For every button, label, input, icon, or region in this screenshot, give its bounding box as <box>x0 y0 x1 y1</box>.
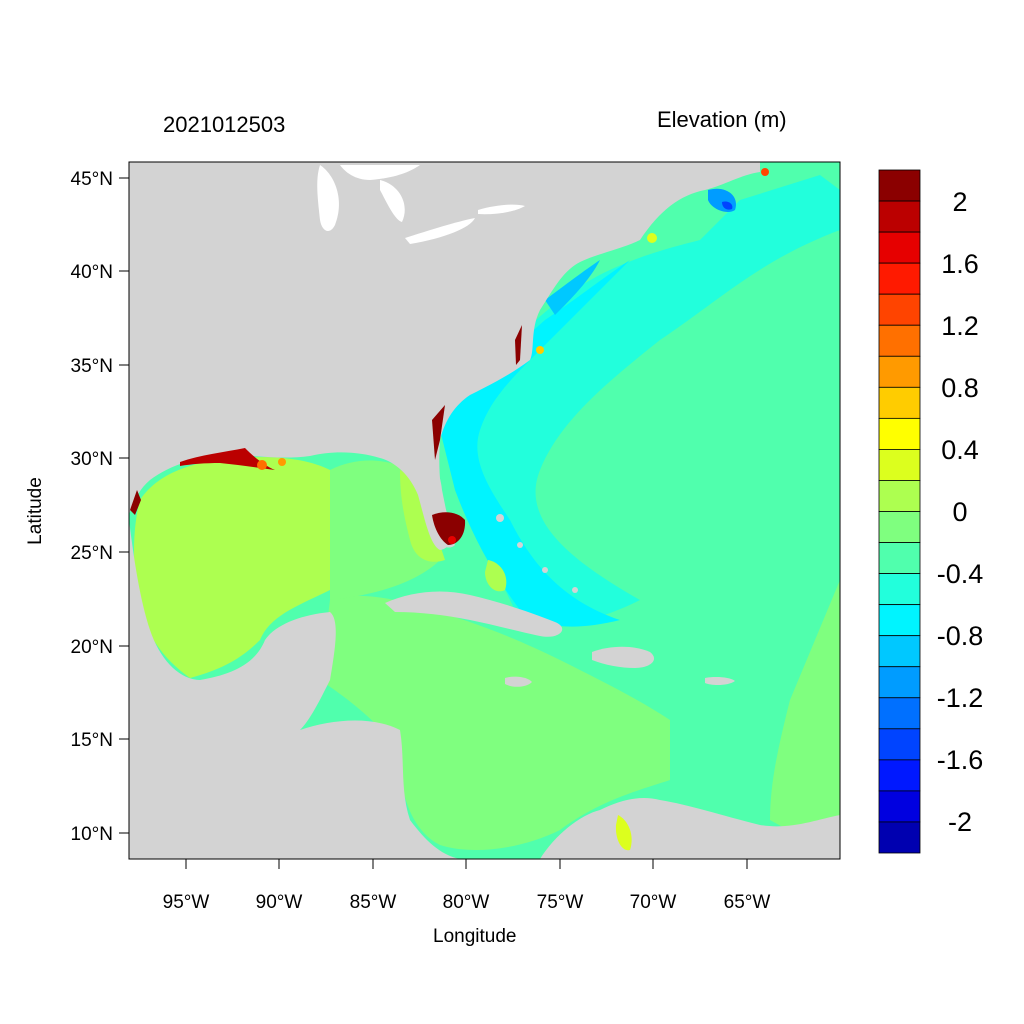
colorbar-box <box>878 449 921 481</box>
south-florida-coast <box>448 536 456 544</box>
x-axis-title: Longitude <box>433 926 517 947</box>
lon-axis <box>185 859 748 869</box>
colorbar-box <box>878 666 921 699</box>
gulf-of-mexico-western <box>134 457 330 678</box>
carolina-coast-high <box>515 325 522 365</box>
bahamas-bank <box>485 560 507 592</box>
colorbar-box <box>878 355 921 388</box>
cape-cod-high <box>647 233 657 243</box>
eastern-caribbean <box>770 580 840 859</box>
lat-tick-label: 20°N <box>71 637 113 658</box>
colorbar-label: 1.2 <box>941 311 979 341</box>
bay-of-fundy-low <box>722 201 733 210</box>
lon-tick-label: 85°W <box>350 892 397 913</box>
colorbar-box <box>878 573 921 606</box>
atlantic-midband <box>445 175 840 624</box>
colorbar-box <box>878 386 921 419</box>
cuba <box>385 591 563 637</box>
lake-michigan <box>317 165 340 232</box>
colorbar-box <box>878 293 921 326</box>
bahamas-island <box>542 567 548 573</box>
colorbar-label: 0.4 <box>941 435 979 465</box>
south-america-land <box>540 798 840 859</box>
bahamas-island <box>496 514 504 522</box>
colorbar <box>878 169 921 854</box>
colorbar-box <box>878 417 921 450</box>
colorbar-label: 0.8 <box>941 373 979 403</box>
colorbar-labels: 2 1.6 1.2 0.8 0.4 0 -0.4 -0.8 -1.2 -1.6 … <box>937 187 984 837</box>
lat-tick-label: 30°N <box>71 449 113 470</box>
lat-tick-label: 45°N <box>71 169 113 190</box>
colorbar-box <box>878 511 921 543</box>
caribbean-sea <box>320 595 670 850</box>
nova-scotia-high <box>761 168 769 176</box>
lon-tick-label: 95°W <box>163 892 210 913</box>
colorbar-box <box>878 635 921 668</box>
south-florida-coast <box>432 512 466 545</box>
lat-tick-label: 10°N <box>71 824 113 845</box>
colorbar-box <box>878 169 921 202</box>
colorbar-box <box>878 480 921 512</box>
lon-tick-label: 90°W <box>256 892 303 913</box>
colorbar-box <box>878 728 921 761</box>
lat-tick-label: 40°N <box>71 262 113 283</box>
field-title: Elevation (m) <box>657 107 787 132</box>
lake-maracaibo <box>615 815 632 851</box>
lon-tick-label: 65°W <box>724 892 771 913</box>
georgia-coast-high <box>432 405 445 460</box>
central-america-land <box>129 520 460 859</box>
colorbar-label: -1.2 <box>937 683 984 713</box>
colorbar-label: 0 <box>952 497 967 527</box>
lake-erie <box>405 218 475 244</box>
colorbar-label: -2 <box>948 807 972 837</box>
colorbar-box <box>878 759 921 792</box>
colorbar-label: -0.4 <box>937 559 984 589</box>
lake-superior <box>340 165 420 180</box>
colorbar-box <box>878 821 921 854</box>
mid-atlantic-bight <box>545 260 600 315</box>
colorbar-label: -1.6 <box>937 745 984 775</box>
bahamas-island <box>572 587 578 593</box>
lat-axis <box>119 177 129 834</box>
lat-tick-label: 15°N <box>71 730 113 751</box>
colorbar-box <box>878 697 921 730</box>
colorbar-box <box>878 324 921 357</box>
colorbar-box <box>878 604 921 637</box>
colorbar-box <box>878 542 921 574</box>
map-frame <box>128 161 841 860</box>
hispaniola <box>592 646 655 668</box>
jamaica <box>505 676 532 687</box>
lake-huron <box>380 180 405 222</box>
puerto-rico <box>705 677 735 686</box>
texas-coast-high <box>130 490 141 515</box>
colorbar-box <box>878 200 921 233</box>
colorbar-box <box>878 790 921 823</box>
louisiana-coast-high <box>278 458 286 466</box>
lon-tick-label: 70°W <box>630 892 677 913</box>
louisiana-coast-high <box>257 460 267 470</box>
colorbar-box <box>878 262 921 295</box>
run-id-label: 2021012503 <box>163 112 286 137</box>
north-america-land <box>129 162 760 550</box>
colorbar-label: 1.6 <box>941 249 979 279</box>
bahamas-island <box>517 542 523 548</box>
chesapeake-high <box>536 346 544 354</box>
atlantic-shelf <box>440 260 630 627</box>
lat-tick-label: 35°N <box>71 356 113 377</box>
colorbar-label: -0.8 <box>937 621 984 651</box>
colorbar-box <box>878 231 921 264</box>
lon-tick-label: 75°W <box>537 892 584 913</box>
lat-tick-label: 25°N <box>71 543 113 564</box>
colorbar-label: 2 <box>952 187 967 217</box>
lake-ontario <box>478 204 525 215</box>
map-plot-area <box>129 162 840 859</box>
louisiana-coast-high <box>180 448 275 470</box>
lon-tick-label: 80°W <box>443 892 490 913</box>
